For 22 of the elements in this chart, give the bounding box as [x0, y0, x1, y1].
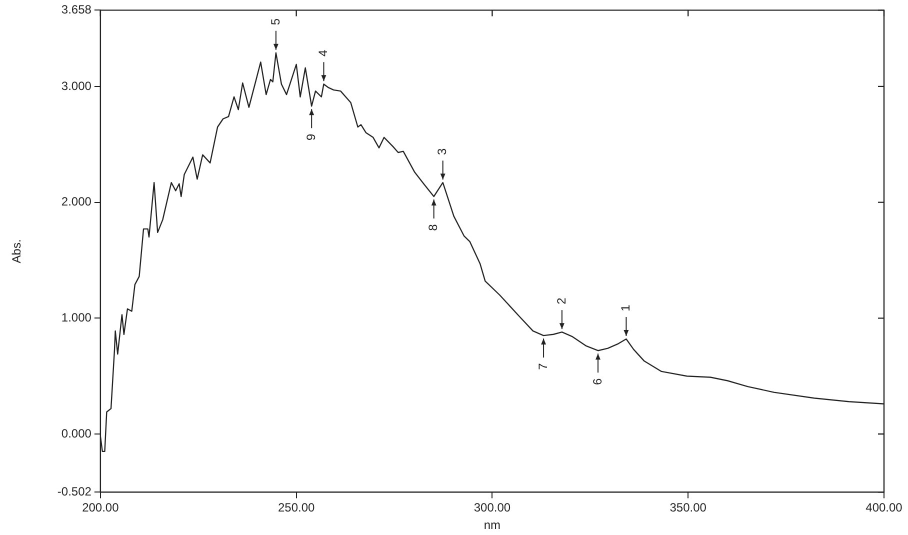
y-tick-label: 3.000 — [61, 78, 92, 93]
annotation: 4 — [316, 49, 330, 56]
annotation: 9 — [304, 133, 318, 140]
annotation: 7 — [536, 362, 550, 370]
annotation: 1 — [618, 304, 633, 312]
x-tick-label: 200.00 — [82, 500, 120, 515]
annotation: 3 — [435, 148, 450, 155]
y-tick-label: 1.000 — [61, 310, 92, 324]
x-tick-label: 350.00 — [670, 500, 707, 515]
y-tick-label: -0.502 — [57, 484, 92, 499]
x-axis-title: nm — [484, 518, 501, 532]
y-tick-label: 2.000 — [61, 194, 92, 209]
y-tick-label: 0.000 — [61, 426, 92, 440]
y-tick-label: 3.658 — [61, 2, 92, 17]
x-tick-label: 300.00 — [474, 500, 511, 515]
x-tick-label: 400.00 — [866, 500, 903, 515]
x-tick-label: 250.00 — [278, 500, 315, 515]
annotation: 5 — [268, 18, 282, 26]
annotation: 8 — [426, 224, 440, 231]
annotation: 2 — [554, 297, 568, 304]
annotation: 6 — [590, 378, 604, 385]
y-axis-title: Abs. — [10, 239, 24, 264]
